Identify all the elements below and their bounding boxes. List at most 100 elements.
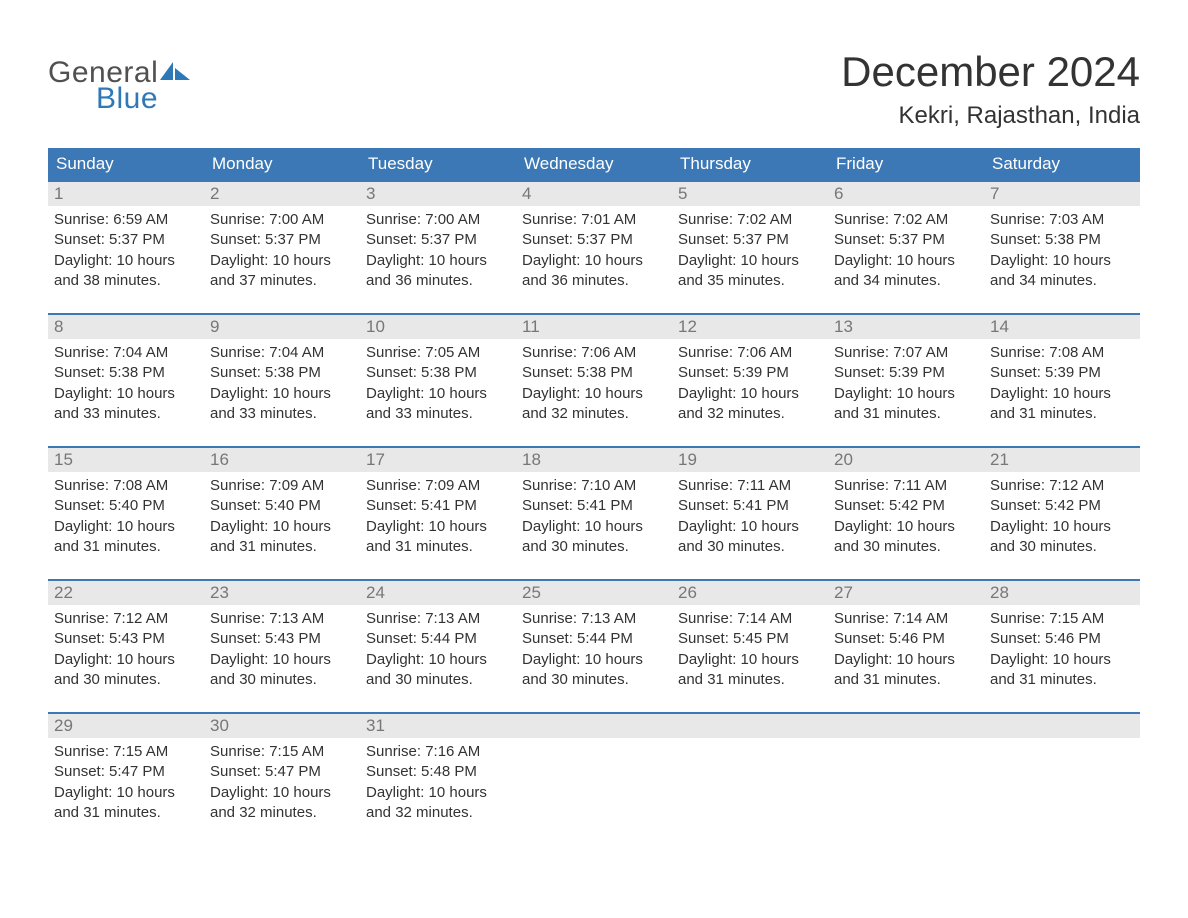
- sunrise-line: Sunrise: 7:13 AM: [366, 609, 510, 629]
- day-body: Sunrise: 7:13 AMSunset: 5:44 PMDaylight:…: [516, 605, 672, 690]
- day-cell: 24Sunrise: 7:13 AMSunset: 5:44 PMDayligh…: [360, 581, 516, 698]
- daylight-line: Daylight: 10 hours and 36 minutes.: [366, 251, 510, 292]
- sunset-line: Sunset: 5:41 PM: [678, 496, 822, 516]
- sunset-line: Sunset: 5:42 PM: [834, 496, 978, 516]
- calendar: SundayMondayTuesdayWednesdayThursdayFrid…: [48, 148, 1140, 831]
- daylight-line: Daylight: 10 hours and 31 minutes.: [834, 384, 978, 425]
- day-number: 18: [516, 448, 672, 472]
- sunset-line: Sunset: 5:38 PM: [210, 363, 354, 383]
- day-number: 27: [828, 581, 984, 605]
- daylight-line: Daylight: 10 hours and 32 minutes.: [366, 783, 510, 824]
- sunrise-line: Sunrise: 7:09 AM: [366, 476, 510, 496]
- sunrise-line: Sunrise: 7:05 AM: [366, 343, 510, 363]
- sunset-line: Sunset: 5:48 PM: [366, 762, 510, 782]
- day-number: 28: [984, 581, 1140, 605]
- logo: General Blue: [48, 20, 190, 116]
- day-body: Sunrise: 7:05 AMSunset: 5:38 PMDaylight:…: [360, 339, 516, 424]
- sunset-line: Sunset: 5:41 PM: [366, 496, 510, 516]
- day-cell: 15Sunrise: 7:08 AMSunset: 5:40 PMDayligh…: [48, 448, 204, 565]
- sunrise-line: Sunrise: 7:07 AM: [834, 343, 978, 363]
- day-number: 23: [204, 581, 360, 605]
- sunset-line: Sunset: 5:38 PM: [522, 363, 666, 383]
- day-number: 16: [204, 448, 360, 472]
- day-cell: 2Sunrise: 7:00 AMSunset: 5:37 PMDaylight…: [204, 182, 360, 299]
- day-cell: 12Sunrise: 7:06 AMSunset: 5:39 PMDayligh…: [672, 315, 828, 432]
- daylight-line: Daylight: 10 hours and 30 minutes.: [678, 517, 822, 558]
- daylight-line: Daylight: 10 hours and 32 minutes.: [678, 384, 822, 425]
- sunrise-line: Sunrise: 7:15 AM: [54, 742, 198, 762]
- daylight-line: Daylight: 10 hours and 33 minutes.: [366, 384, 510, 425]
- day-cell: 11Sunrise: 7:06 AMSunset: 5:38 PMDayligh…: [516, 315, 672, 432]
- day-body: Sunrise: 7:04 AMSunset: 5:38 PMDaylight:…: [204, 339, 360, 424]
- sunrise-line: Sunrise: 7:12 AM: [990, 476, 1134, 496]
- day-cell: 25Sunrise: 7:13 AMSunset: 5:44 PMDayligh…: [516, 581, 672, 698]
- day-number: .: [984, 714, 1140, 738]
- header: General Blue December 2024 Kekri, Rajast…: [48, 20, 1140, 130]
- day-number: 15: [48, 448, 204, 472]
- week-row: 29Sunrise: 7:15 AMSunset: 5:47 PMDayligh…: [48, 712, 1140, 831]
- day-cell: .: [828, 714, 984, 831]
- sunset-line: Sunset: 5:47 PM: [210, 762, 354, 782]
- day-cell: 5Sunrise: 7:02 AMSunset: 5:37 PMDaylight…: [672, 182, 828, 299]
- sunset-line: Sunset: 5:37 PM: [522, 230, 666, 250]
- sunset-line: Sunset: 5:46 PM: [990, 629, 1134, 649]
- sunset-line: Sunset: 5:37 PM: [210, 230, 354, 250]
- logo-text-blue: Blue: [96, 82, 190, 116]
- daylight-line: Daylight: 10 hours and 31 minutes.: [366, 517, 510, 558]
- day-number: 22: [48, 581, 204, 605]
- day-number: 3: [360, 182, 516, 206]
- daylight-line: Daylight: 10 hours and 30 minutes.: [54, 650, 198, 691]
- sunrise-line: Sunrise: 7:04 AM: [54, 343, 198, 363]
- week-row: 8Sunrise: 7:04 AMSunset: 5:38 PMDaylight…: [48, 313, 1140, 432]
- daylight-line: Daylight: 10 hours and 31 minutes.: [210, 517, 354, 558]
- day-number: 6: [828, 182, 984, 206]
- daylight-line: Daylight: 10 hours and 31 minutes.: [54, 783, 198, 824]
- day-body: Sunrise: 7:06 AMSunset: 5:38 PMDaylight:…: [516, 339, 672, 424]
- day-body: Sunrise: 7:04 AMSunset: 5:38 PMDaylight:…: [48, 339, 204, 424]
- day-body: Sunrise: 7:02 AMSunset: 5:37 PMDaylight:…: [828, 206, 984, 291]
- sunset-line: Sunset: 5:39 PM: [834, 363, 978, 383]
- daylight-line: Daylight: 10 hours and 31 minutes.: [990, 650, 1134, 691]
- sunset-line: Sunset: 5:38 PM: [54, 363, 198, 383]
- day-body: Sunrise: 7:00 AMSunset: 5:37 PMDaylight:…: [204, 206, 360, 291]
- day-body: Sunrise: 7:12 AMSunset: 5:43 PMDaylight:…: [48, 605, 204, 690]
- day-number: 4: [516, 182, 672, 206]
- day-body: Sunrise: 7:12 AMSunset: 5:42 PMDaylight:…: [984, 472, 1140, 557]
- day-body: Sunrise: 7:13 AMSunset: 5:44 PMDaylight:…: [360, 605, 516, 690]
- sunset-line: Sunset: 5:47 PM: [54, 762, 198, 782]
- day-number: 29: [48, 714, 204, 738]
- sunrise-line: Sunrise: 7:15 AM: [990, 609, 1134, 629]
- day-cell: 21Sunrise: 7:12 AMSunset: 5:42 PMDayligh…: [984, 448, 1140, 565]
- weekday-label: Saturday: [984, 148, 1140, 180]
- sunrise-line: Sunrise: 7:11 AM: [834, 476, 978, 496]
- sunrise-line: Sunrise: 7:11 AM: [678, 476, 822, 496]
- daylight-line: Daylight: 10 hours and 33 minutes.: [210, 384, 354, 425]
- sunset-line: Sunset: 5:44 PM: [366, 629, 510, 649]
- weekday-label: Monday: [204, 148, 360, 180]
- daylight-line: Daylight: 10 hours and 31 minutes.: [54, 517, 198, 558]
- day-number: 31: [360, 714, 516, 738]
- day-cell: .: [516, 714, 672, 831]
- day-cell: 28 Sunrise: 7:15 AMSunset: 5:46 PMDayligh…: [984, 581, 1140, 698]
- sunset-line: Sunset: 5:40 PM: [210, 496, 354, 516]
- day-number: 21: [984, 448, 1140, 472]
- sunrise-line: Sunrise: 7:08 AM: [54, 476, 198, 496]
- day-cell: 27Sunrise: 7:14 AMSunset: 5:46 PMDayligh…: [828, 581, 984, 698]
- day-body: Sunrise: 7:11 AMSunset: 5:41 PMDaylight:…: [672, 472, 828, 557]
- day-body: Sunrise: 7:07 AMSunset: 5:39 PMDaylight:…: [828, 339, 984, 424]
- sunrise-line: Sunrise: 7:15 AM: [210, 742, 354, 762]
- day-body: Sunrise: 7:15 AMSunset: 5:47 PMDaylight:…: [204, 738, 360, 823]
- day-number: 1: [48, 182, 204, 206]
- sunset-line: Sunset: 5:44 PM: [522, 629, 666, 649]
- sunset-line: Sunset: 5:37 PM: [834, 230, 978, 250]
- sunset-line: Sunset: 5:37 PM: [678, 230, 822, 250]
- sunset-line: Sunset: 5:42 PM: [990, 496, 1134, 516]
- sunset-line: Sunset: 5:41 PM: [522, 496, 666, 516]
- day-number: .: [828, 714, 984, 738]
- day-number: 7: [984, 182, 1140, 206]
- day-body: Sunrise: 7:02 AMSunset: 5:37 PMDaylight:…: [672, 206, 828, 291]
- daylight-line: Daylight: 10 hours and 32 minutes.: [210, 783, 354, 824]
- day-cell: 9Sunrise: 7:04 AMSunset: 5:38 PMDaylight…: [204, 315, 360, 432]
- week-row: 1Sunrise: 6:59 AMSunset: 5:37 PMDaylight…: [48, 180, 1140, 299]
- day-cell: .: [672, 714, 828, 831]
